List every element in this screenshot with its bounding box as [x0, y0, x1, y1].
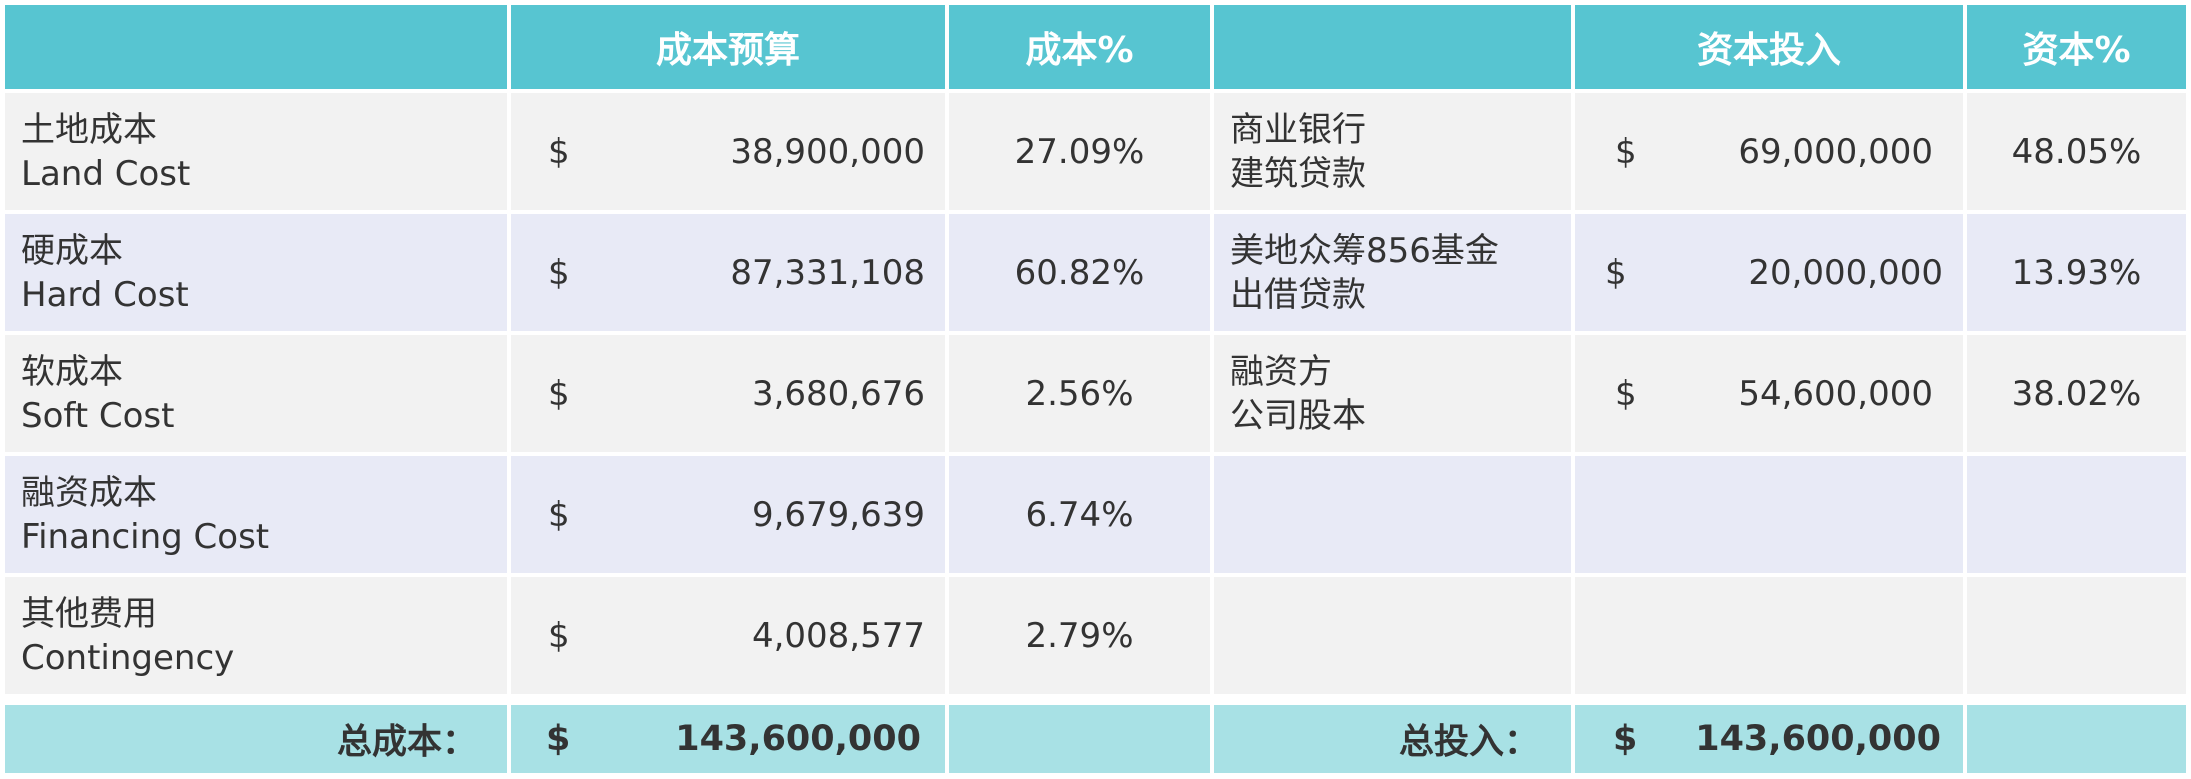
cost-pct-cell: 6.74% [949, 456, 1210, 573]
empty-cell [1575, 456, 1963, 573]
currency-symbol: $ [548, 131, 570, 172]
cost-label-cn: 硬成本 [21, 230, 123, 271]
cost-amount: 9,679,639 [751, 494, 925, 535]
capital-label-cell: 美地众筹856基金 出借贷款 [1214, 214, 1571, 331]
cost-label-en: Contingency [21, 637, 235, 678]
total-cost-label-cell: 总成本： [5, 705, 507, 773]
header-blank-left [5, 5, 507, 89]
cost-amount: 38,900,000 [730, 131, 925, 172]
cost-amount-cell: $ 38,900,000 [511, 93, 945, 210]
empty-cell [1214, 577, 1571, 694]
cost-amount-cell: $ 87,331,108 [511, 214, 945, 331]
cost-amount: 87,331,108 [730, 252, 925, 293]
cost-label-cn: 融资成本 [21, 472, 157, 513]
capital-label-line2: 建筑贷款 [1230, 153, 1366, 194]
empty-cell [1575, 577, 1963, 694]
cost-label-en: Financing Cost [21, 516, 270, 557]
cost-label-en: Hard Cost [21, 274, 189, 315]
cost-pct-cell: 60.82% [949, 214, 1210, 331]
header-capital-pct: 资本% [1967, 5, 2186, 89]
capital-pct-cell: 48.05% [1967, 93, 2186, 210]
cost-label-cell: 其他费用 Contingency [5, 577, 507, 694]
currency-symbol: $ [548, 494, 570, 535]
capital-amount: 69,000,000 [1738, 131, 1933, 172]
cost-amount: 3,680,676 [751, 373, 925, 414]
capital-amount: 20,000,000 [1748, 252, 1943, 293]
header-cost-pct: 成本% [949, 5, 1210, 89]
cost-label-cn: 软成本 [21, 351, 123, 392]
cost-label-cell: 土地成本 Land Cost [5, 93, 507, 210]
empty-cell [1214, 456, 1571, 573]
header-cost-budget: 成本预算 [511, 5, 945, 89]
cost-label-en: Land Cost [21, 153, 191, 194]
capital-label-line2: 出借贷款 [1230, 274, 1366, 315]
capital-label-line1: 商业银行 [1230, 109, 1366, 150]
cost-amount-cell: $ 9,679,639 [511, 456, 945, 573]
total-cost-amount: 143,600,000 [675, 719, 921, 759]
capital-pct-cell: 13.93% [1967, 214, 2186, 331]
cost-amount-cell: $ 4,008,577 [511, 577, 945, 694]
currency-symbol: $ [548, 373, 570, 414]
cost-amount-cell: $ 3,680,676 [511, 335, 945, 452]
total-input-amount-cell: $ 143,600,000 [1575, 705, 1963, 773]
currency-symbol: $ [546, 719, 571, 759]
currency-symbol: $ [1615, 131, 1637, 172]
cost-label-cell: 软成本 Soft Cost [5, 335, 507, 452]
capital-label-line1: 美地众筹856基金 [1230, 230, 1499, 271]
cost-pct-cell: 27.09% [949, 93, 1210, 210]
currency-symbol: $ [1615, 373, 1637, 414]
cost-label-en: Soft Cost [21, 395, 175, 436]
capital-label-cell: 融资方 公司股本 [1214, 335, 1571, 452]
capital-label-line2: 公司股本 [1230, 395, 1366, 436]
total-input-label: 总投入： [1398, 722, 1539, 763]
cost-amount: 4,008,577 [751, 615, 925, 656]
currency-symbol: $ [1605, 252, 1627, 293]
capital-label-line1: 融资方 [1230, 351, 1332, 392]
currency-symbol: $ [548, 615, 570, 656]
capital-pct-cell: 38.02% [1967, 335, 2186, 452]
capital-amount-cell: $ 69,000,000 [1575, 93, 1963, 210]
total-input-pct-cell [1967, 705, 2186, 773]
cost-label-cn: 土地成本 [21, 109, 157, 150]
cost-pct-cell: 2.56% [949, 335, 1210, 452]
header-capital-input: 资本投入 [1575, 5, 1963, 89]
capital-amount-cell: $ 20,000,000 [1575, 214, 1963, 331]
cost-pct-cell: 2.79% [949, 577, 1210, 694]
total-cost-pct-cell [949, 705, 1210, 773]
currency-symbol: $ [548, 252, 570, 293]
total-input-label-cell: 总投入： [1214, 705, 1571, 773]
total-cost-label: 总成本： [336, 722, 477, 763]
empty-cell [1967, 577, 2186, 694]
capital-label-cell: 商业银行 建筑贷款 [1214, 93, 1571, 210]
total-input-amount: 143,600,000 [1695, 719, 1941, 759]
currency-symbol: $ [1613, 719, 1638, 759]
cost-label-cn: 其他费用 [21, 593, 157, 634]
total-cost-amount-cell: $ 143,600,000 [511, 705, 945, 773]
cost-label-cell: 融资成本 Financing Cost [5, 456, 507, 573]
capital-amount-cell: $ 54,600,000 [1575, 335, 1963, 452]
capital-amount: 54,600,000 [1738, 373, 1933, 414]
empty-cell [1967, 456, 2186, 573]
header-blank-right [1214, 5, 1571, 89]
cost-label-cell: 硬成本 Hard Cost [5, 214, 507, 331]
